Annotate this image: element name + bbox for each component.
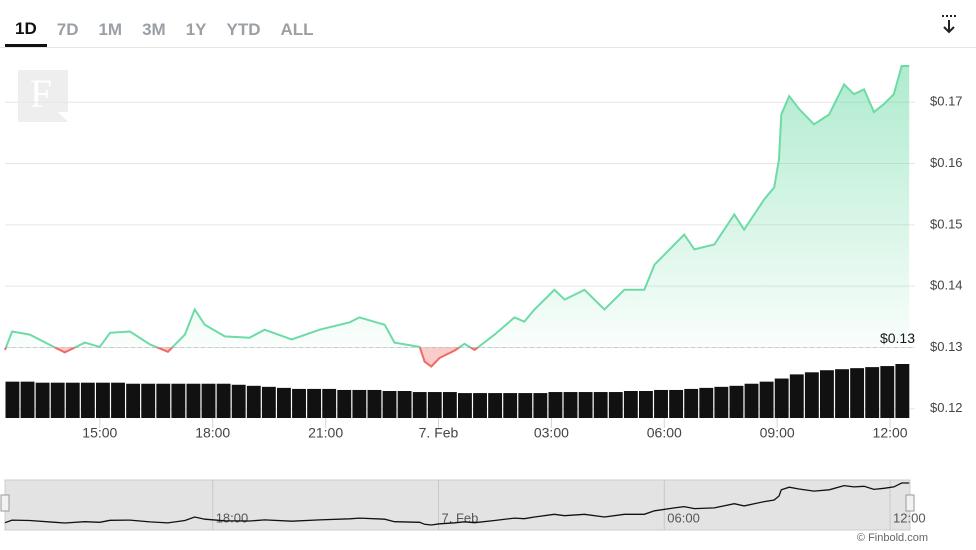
price-line — [4, 65, 910, 348]
volume-bar — [518, 393, 533, 418]
volume-bar — [382, 391, 397, 418]
range-tabs: 1D 7D 1M 3M 1Y YTD ALL — [5, 0, 324, 47]
volume-bar — [277, 387, 291, 418]
range-button[interactable]: 1D — [5, 0, 47, 47]
x-tick-label: 7. Feb — [419, 425, 459, 441]
volume-bar — [141, 383, 156, 418]
price-area — [5, 66, 910, 348]
volume-bar — [367, 389, 382, 418]
volume-bar — [850, 368, 865, 418]
x-tick-label: 21:00 — [308, 425, 343, 441]
volume-bar — [684, 388, 699, 418]
y-tick-label: $0.16 — [930, 155, 963, 170]
volume-bar — [96, 382, 110, 418]
volume-bar — [503, 393, 518, 418]
volume-bar — [201, 383, 216, 418]
volume-bar — [20, 381, 35, 418]
volume-bar — [473, 393, 487, 418]
volume-bar — [397, 391, 412, 418]
volume-bar — [608, 392, 623, 418]
price-area-negative — [5, 347, 478, 367]
volume-bar — [774, 378, 789, 418]
volume-bar — [80, 382, 95, 418]
volume-bar — [322, 388, 337, 418]
navigator-handle[interactable] — [905, 494, 915, 512]
volume-bar — [412, 392, 427, 418]
x-tick-label: 06:00 — [647, 425, 682, 441]
divider — [0, 47, 976, 48]
x-tick-label: 12:00 — [873, 425, 908, 441]
volume-bar — [261, 386, 276, 418]
range-button[interactable]: 7D — [47, 0, 89, 47]
volume-bar — [171, 383, 186, 418]
volume-bar — [669, 389, 684, 418]
volume-bar — [216, 383, 231, 418]
volume-bar — [699, 387, 714, 418]
range-button[interactable]: 1Y — [176, 0, 217, 47]
volume-bar — [352, 389, 367, 418]
y-tick-label: $0.13 — [930, 339, 963, 354]
x-tick-label: 15:00 — [82, 425, 117, 441]
navigator-tick-label: 06:00 — [667, 510, 700, 525]
volume-bar — [563, 392, 578, 418]
volume-bar — [759, 381, 774, 418]
navigator-tick-label: 12:00 — [893, 510, 926, 525]
volume-bar — [804, 372, 819, 418]
download-icon[interactable] — [942, 15, 956, 34]
volume-bar — [126, 383, 141, 418]
credit: © Finbold.com — [857, 532, 928, 544]
range-button[interactable]: 1M — [88, 0, 132, 47]
volume-bar — [593, 392, 608, 418]
volume-bar — [458, 393, 472, 418]
volume-bar — [548, 392, 563, 418]
y-tick-label: $0.12 — [930, 400, 963, 415]
y-tick-label: $0.14 — [930, 278, 963, 293]
volume-bar — [714, 386, 729, 418]
volume-bar — [5, 381, 20, 418]
range-button[interactable]: YTD — [217, 0, 271, 47]
volume-bar — [654, 389, 668, 418]
svg-text:F: F — [30, 71, 52, 116]
volume-bar — [865, 367, 880, 418]
navigator-line — [4, 482, 910, 526]
volume-bar — [427, 392, 442, 418]
x-tick-label: 09:00 — [760, 425, 795, 441]
volume-bar — [246, 385, 261, 418]
x-tick-label: 03:00 — [534, 425, 569, 441]
volume-bar — [442, 392, 457, 418]
volume-bar — [835, 369, 849, 418]
volume-bar — [729, 385, 744, 418]
volume-bar — [895, 364, 910, 418]
volume-bar — [744, 383, 759, 418]
volume-bar — [533, 393, 548, 418]
volume-bar — [623, 391, 638, 418]
volume-bar — [307, 388, 322, 418]
volume-bar — [488, 393, 503, 418]
volume-bar — [880, 366, 895, 418]
volume-bar — [820, 370, 834, 418]
y-tick-label: $0.17 — [930, 94, 963, 109]
x-tick-label: 18:00 — [195, 425, 230, 441]
y-tick-label: $0.15 — [930, 216, 963, 231]
volume-bar — [231, 384, 246, 418]
volume-bar — [50, 382, 65, 418]
volume-bar — [186, 383, 201, 418]
watermark: F — [18, 70, 68, 122]
volume-bar — [639, 391, 653, 418]
volume-bar — [789, 374, 804, 418]
volume-bar — [156, 383, 171, 418]
volume-bar — [65, 382, 80, 418]
navigator-handle[interactable] — [0, 494, 10, 512]
range-button[interactable]: ALL — [271, 0, 324, 47]
volume-bar — [111, 382, 125, 418]
navigator-tick-label: 18:00 — [216, 510, 249, 525]
volume-bar — [578, 392, 593, 418]
range-button[interactable]: 3M — [132, 0, 176, 47]
volume-bar — [292, 388, 306, 418]
volume-bar — [35, 382, 50, 418]
volume-bar — [337, 389, 352, 418]
